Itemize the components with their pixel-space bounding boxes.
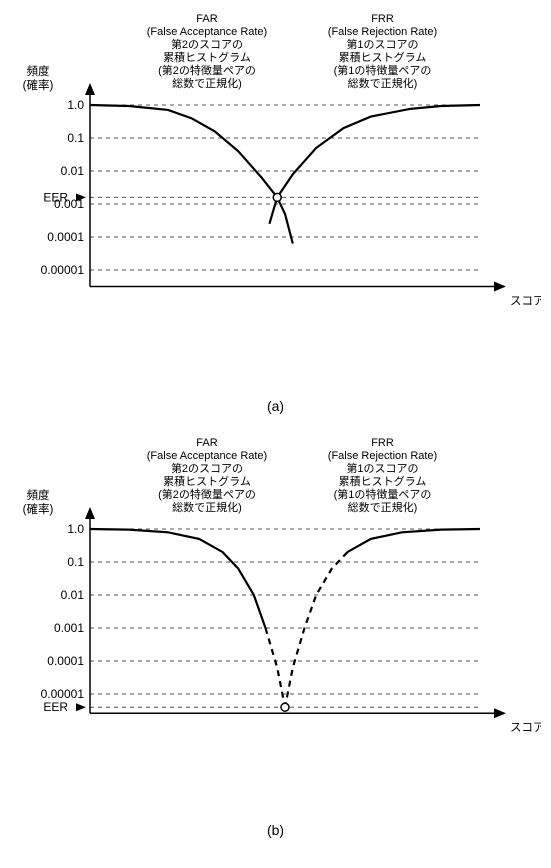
frr-header-line: 累積ヒストグラム [339,474,427,488]
far-header-line: 総数で正規化) [172,500,242,514]
y-tick-label: 0.00001 [41,263,85,277]
y-axis-arrow-icon [85,507,95,519]
far-header-line: 第2のスコアの [171,461,243,475]
far-header-line: (False Acceptance Rate) [147,450,267,462]
frr-header-line: (False Rejection Rate) [328,450,437,462]
far-header-line: (第2の特徴量ペアの [158,487,256,501]
frr-header-line: 総数で正規化) [348,76,418,90]
frr-header-line: FRR [371,13,394,25]
y-tick-label: 0.0001 [47,654,84,668]
frr-header-line: 累積ヒストグラム [339,50,427,64]
y-axis-label: (確率) [23,78,54,92]
x-axis-arrow-icon [494,282,506,292]
frr-curve [347,529,480,552]
frr-header-line: (第1の特徴量ペアの [334,63,432,77]
frr-curve-dashed [285,552,347,707]
frr-curve [269,105,480,224]
frr-header-line: FRR [371,437,394,449]
eer-label: EER [43,190,68,204]
far-header-line: 累積ヒストグラム [163,474,251,488]
far-curve-dashed [266,628,286,707]
far-header-line: (第2の特徴量ペアの [158,63,256,77]
frr-header-line: (False Rejection Rate) [328,26,437,38]
x-axis-label: スコア [510,722,541,734]
y-axis-label: (確率) [23,502,54,516]
chart-b: FAR(False Acceptance Rate)第2のスコアの累積ヒストグラ… [10,434,541,838]
eer-label: EER [43,700,68,714]
intersection-marker [281,703,289,711]
x-axis-arrow-icon [494,708,506,718]
chart-caption: (b) [10,822,541,838]
y-tick-label: 1.0 [67,98,84,112]
y-axis-label: 頻度 [27,488,50,502]
y-tick-label: 0.00001 [41,687,85,701]
x-axis-label: スコア [510,296,541,308]
frr-header-line: 総数で正規化) [348,500,418,514]
frr-header-line: 第1のスコアの [346,37,418,51]
intersection-marker [273,193,281,201]
y-tick-label: 0.0001 [47,230,84,244]
far-header-line: FAR [196,13,217,25]
y-tick-label: 0.001 [54,621,84,635]
eer-arrow-icon [76,703,86,711]
chart-a: FAR(False Acceptance Rate)第2のスコアの累積ヒストグラ… [10,10,541,414]
frr-header-line: (第1の特徴量ペアの [334,487,432,501]
y-tick-label: 1.0 [67,522,84,536]
y-tick-label: 0.01 [61,588,85,602]
far-header-line: 第2のスコアの [171,37,243,51]
y-tick-label: 0.1 [67,555,84,569]
y-tick-label: 0.1 [67,131,84,145]
far-curve [90,529,266,628]
far-header-line: 累積ヒストグラム [163,50,251,64]
far-header-line: (False Acceptance Rate) [147,26,267,38]
frr-header-line: 第1のスコアの [346,461,418,475]
far-header-line: 総数で正規化) [172,76,242,90]
y-tick-label: 0.01 [61,164,85,178]
far-header-line: FAR [196,437,217,449]
y-axis-arrow-icon [85,83,95,95]
y-axis-label: 頻度 [27,64,50,78]
far-curve [90,105,293,244]
chart-caption: (a) [10,398,541,414]
